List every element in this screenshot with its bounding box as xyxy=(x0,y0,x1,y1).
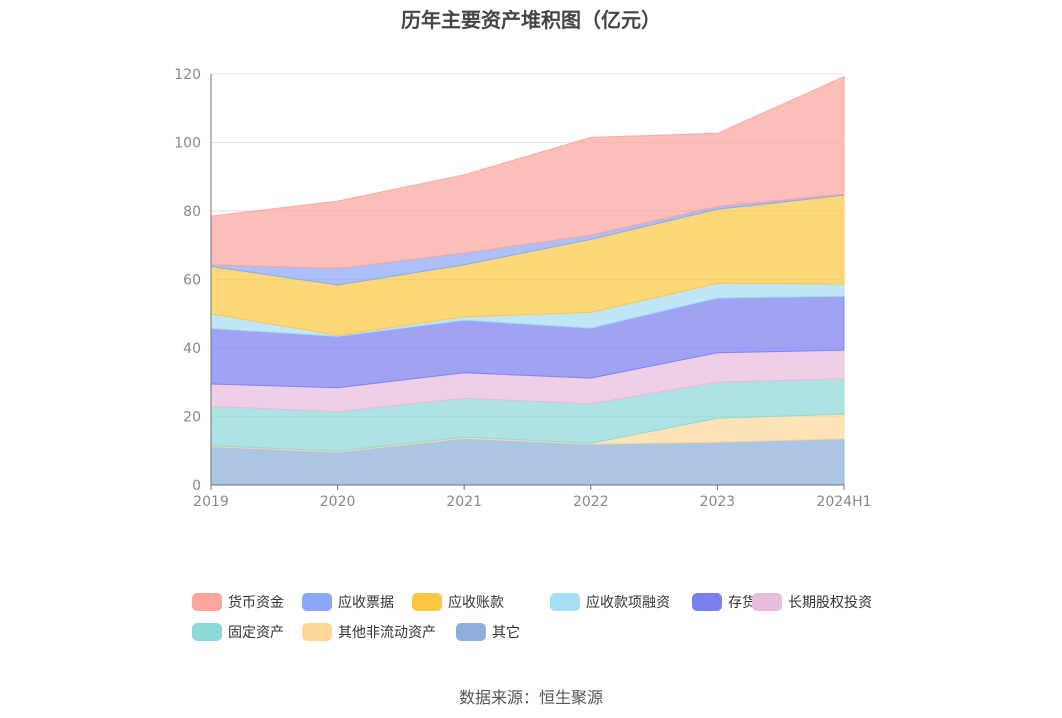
legend-item[interactable]: 其他非流动资产 xyxy=(302,622,436,642)
legend-swatch xyxy=(456,623,486,641)
legend-label: 存货 xyxy=(728,595,756,611)
legend-item[interactable]: 存货 xyxy=(692,592,756,612)
legend-swatch xyxy=(302,593,332,611)
legend-swatch xyxy=(752,593,782,611)
legend-label: 固定资产 xyxy=(228,625,284,641)
legend-label: 应收账款 xyxy=(448,595,504,611)
legend-label: 应收款项融资 xyxy=(586,595,670,611)
legend-item[interactable]: 应收款项融资 xyxy=(550,592,670,612)
legend-swatch xyxy=(692,593,722,611)
x-tick-label: 2019 xyxy=(193,494,229,510)
legend-swatch xyxy=(302,623,332,641)
legend-item[interactable]: 长期股权投资 xyxy=(752,592,872,612)
legend-item[interactable]: 应收票据 xyxy=(302,592,394,612)
legend-item[interactable]: 固定资产 xyxy=(192,622,284,642)
source-note: 数据来源：恒生聚源 xyxy=(458,688,603,707)
legend-swatch xyxy=(192,593,222,611)
x-tick-label: 2020 xyxy=(320,494,356,510)
legend-label: 应收票据 xyxy=(338,595,394,611)
area-series-8 xyxy=(210,75,845,270)
y-tick-label: 100 xyxy=(174,136,201,152)
legend-swatch xyxy=(192,623,222,641)
chart-title: 历年主要资产堆积图（亿元） xyxy=(401,8,661,32)
legend-item[interactable]: 货币资金 xyxy=(192,592,284,612)
legend-item[interactable]: 其它 xyxy=(456,622,520,642)
y-tick-label: 120 xyxy=(174,67,201,83)
axes: 0 20 40 60 80 100 120 2019 2020 2021 2022 2023 2024H… xyxy=(174,67,871,510)
stacked-area-chart: 0 20 40 60 80 100 120 2019 2020 2021 2022 2023 2024H… xyxy=(174,67,871,510)
legend-swatch xyxy=(550,593,580,611)
y-tick-label: 40 xyxy=(183,341,201,357)
legend-label: 货币资金 xyxy=(228,595,284,611)
x-tick-label: 2021 xyxy=(446,494,482,510)
x-tick-label: 2023 xyxy=(700,494,736,510)
y-tick-label: 60 xyxy=(183,273,201,289)
legend-label: 长期股权投资 xyxy=(788,595,872,611)
x-tick-label: 2024H1 xyxy=(816,494,871,510)
area-series xyxy=(210,75,845,486)
y-tick-label: 0 xyxy=(192,478,201,494)
legend-label: 其他非流动资产 xyxy=(338,625,436,641)
y-tick-label: 80 xyxy=(183,204,201,220)
legend-swatch xyxy=(412,593,442,611)
legend-item[interactable]: 应收账款 xyxy=(412,592,504,612)
legend-label: 其它 xyxy=(492,625,520,641)
y-tick-label: 20 xyxy=(183,410,201,426)
x-tick-label: 2022 xyxy=(573,494,609,510)
